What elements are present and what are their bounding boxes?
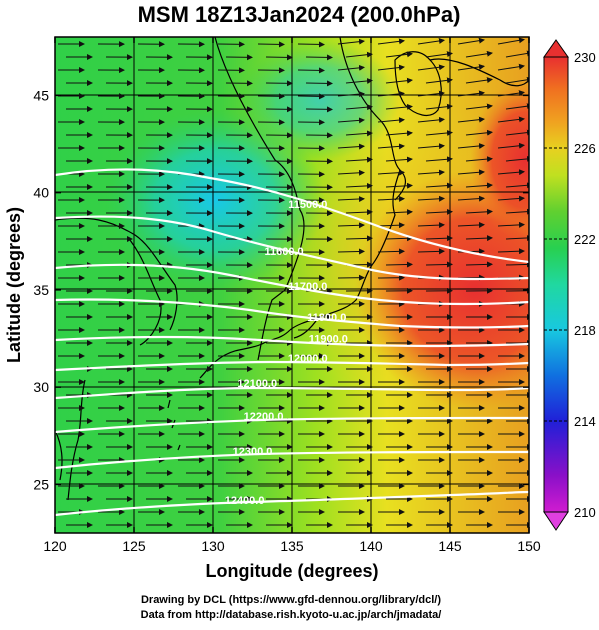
- colorbar-tick-label: 218: [574, 323, 596, 338]
- x-tick-label: 135: [280, 538, 304, 554]
- y-tick-label: 25: [33, 476, 49, 492]
- x-tick-label: 130: [201, 538, 225, 554]
- colorbar-tick-label: 222: [574, 232, 596, 247]
- contour-label: 11600.0: [265, 246, 304, 258]
- credit-line-1: Drawing by DCL (https://www.gfd-dennou.o…: [141, 594, 441, 606]
- y-tick-label: 40: [33, 185, 49, 201]
- colorbar-tick-label: 230: [574, 50, 596, 65]
- contour-label: 12400.0: [225, 495, 265, 507]
- colorbar: 230 226 222 218 214 210: [544, 40, 596, 530]
- colorbar-bottom-cap: [544, 512, 568, 530]
- credit-line-2: Data from http://database.rish.kyoto-u.a…: [141, 609, 442, 621]
- contour-label: 12300.0: [233, 446, 273, 458]
- wind-arrow: [298, 44, 324, 45]
- colorbar-tick-label: 210: [574, 505, 596, 520]
- x-tick-label: 150: [517, 538, 541, 554]
- wind-arrow: [338, 251, 364, 252]
- contour-label: 12000.0: [288, 353, 328, 365]
- contour-label: 11700.0: [288, 281, 327, 293]
- colorbar-tick-label: 214: [574, 414, 596, 429]
- colorbar-body: [544, 57, 568, 512]
- colorbar-tick-label: 226: [574, 141, 596, 156]
- plot-area: 11500.0 11600.0 11700.0 11800.0 11900.0 12000…: [55, 37, 599, 533]
- contour-label: 11900.0: [309, 333, 348, 345]
- y-tick-label: 30: [33, 379, 49, 395]
- x-tick-label: 125: [122, 538, 146, 554]
- wind-arrow: [466, 264, 492, 265]
- map-title: MSM 18Z13Jan2024 (200.0hPa): [138, 2, 461, 27]
- wind-arrow: [386, 264, 412, 265]
- contour-label: 12100.0: [237, 378, 277, 390]
- x-tick-label: 140: [359, 538, 383, 554]
- contour-label: 12200.0: [244, 411, 284, 423]
- contour-label: 11800.0: [307, 312, 346, 324]
- y-axis-label: Latitude (degrees): [4, 207, 24, 363]
- contour-label: 11500.0: [288, 199, 327, 211]
- x-tick-label: 145: [438, 538, 462, 554]
- x-tick-label: 120: [43, 538, 67, 554]
- y-tick-label: 35: [33, 282, 49, 298]
- x-axis-label: Longitude (degrees): [205, 561, 378, 581]
- y-tick-label: 45: [33, 87, 49, 103]
- colorbar-top-cap: [544, 40, 568, 57]
- wind-arrow: [426, 264, 452, 265]
- wind-arrow: [306, 57, 332, 58]
